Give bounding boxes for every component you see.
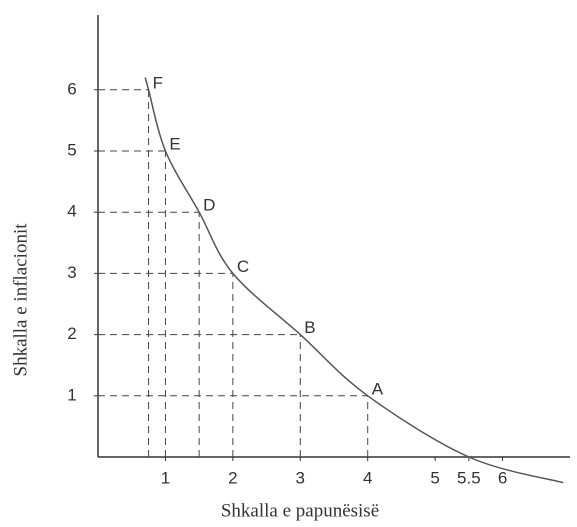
point-label: A [372,379,384,398]
x-tick-label: 3 [296,468,305,487]
x-tick-label: 2 [228,468,237,487]
y-tick-label: 6 [67,79,76,98]
y-tick-label: 4 [67,202,76,221]
point-label: F [153,73,163,92]
point-label: C [237,257,249,276]
point-label: B [304,318,315,337]
y-tick-label: 5 [67,140,76,159]
y-tick-label: 1 [67,385,76,404]
x-axis-label: Shkalla e papunësisë [221,500,379,521]
x-tick-label: 4 [363,468,372,487]
curve [144,77,564,484]
y-tick-label: 3 [67,263,76,282]
x-tick-label: 1 [161,468,170,487]
point-label: D [203,196,215,215]
x-tick-label: 6 [498,468,507,487]
point-label: E [169,134,180,153]
x-tick-label: 5 [430,468,439,487]
x-tick-label: 5.5 [457,468,481,487]
y-tick-label: 2 [67,324,76,343]
y-axis-label: Shkalla e inflacionit [10,223,31,377]
